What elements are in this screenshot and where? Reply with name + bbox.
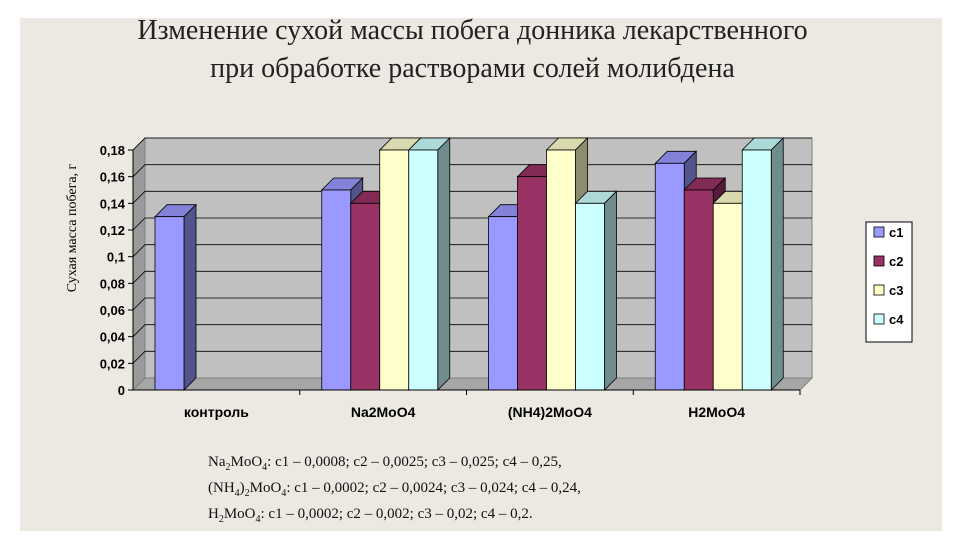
note-text: Na <box>208 454 226 470</box>
legend-label: c4 <box>889 312 904 327</box>
subscript: 2 <box>218 514 224 525</box>
y-tick-label: 0,08 <box>100 276 125 291</box>
gridline <box>132 164 812 177</box>
legend-swatch <box>873 255 885 267</box>
bar-side <box>604 190 617 391</box>
y-tick-label: 0,12 <box>100 223 125 238</box>
note-text: H <box>208 506 219 522</box>
y-tick-label: 0,16 <box>100 170 125 185</box>
bar-front <box>517 176 547 391</box>
bar-side <box>183 203 197 391</box>
note-text: MoO <box>249 480 282 496</box>
bar-front <box>741 149 772 391</box>
subscript: 4 <box>234 488 240 499</box>
legend-swatch <box>873 284 885 296</box>
title-line-2: при обработке растворами солей молибдена <box>210 53 735 84</box>
bar-front <box>154 216 185 391</box>
gridline <box>132 137 812 151</box>
legend: c1 c2 c3 c4 <box>865 221 913 343</box>
note-text: MoO <box>230 454 263 470</box>
x-tick-label: H2MoO4 <box>688 404 745 420</box>
y-tick-label: 0,18 <box>100 143 125 158</box>
bar <box>574 190 618 391</box>
plot-side-wall <box>132 136 146 392</box>
bar-front <box>488 216 518 391</box>
note-text: MoO <box>223 506 256 522</box>
bar-front <box>321 189 352 391</box>
bar-front <box>379 149 410 391</box>
bar-front <box>654 162 685 391</box>
note-text: : c1 – 0,0002; c2 – 0,002; c3 – 0,02; c4… <box>260 506 533 522</box>
title-line-1: Изменение сухой массы побега донника лек… <box>137 15 808 46</box>
note-text: (NH <box>208 480 235 496</box>
y-tick-label: 0 <box>118 383 125 398</box>
subscript: 4 <box>281 488 287 499</box>
chart-title: Изменение сухой массы побега донника лек… <box>0 12 945 88</box>
bar <box>741 137 785 391</box>
bar-front <box>546 149 576 391</box>
subscript: 2 <box>225 462 231 473</box>
legend-label: c1 <box>889 225 903 240</box>
y-tick-label: 0,02 <box>100 356 125 371</box>
subscript: 4 <box>262 462 268 473</box>
y-tick-label: 0,06 <box>100 303 125 318</box>
legend-swatch <box>873 313 885 325</box>
y-tick-label: 0,04 <box>100 330 126 345</box>
bar-side <box>770 137 784 391</box>
x-tick-label: контроль <box>184 404 249 420</box>
bar-front <box>350 202 381 391</box>
bar-front <box>712 202 743 391</box>
bars <box>154 137 785 391</box>
note-line: H2MoO4: c1 – 0,0002; c2 – 0,002; c3 – 0,… <box>208 504 848 530</box>
x-tick-label: Na2MoO4 <box>351 404 416 420</box>
bar-front <box>575 202 605 391</box>
concentration-notes: Na2MoO4: c1 – 0,0008; c2 – 0,0025; c3 – … <box>208 452 848 530</box>
bar-front <box>683 189 714 391</box>
legend-label: c3 <box>889 283 903 298</box>
bar <box>407 137 451 391</box>
legend-label: c2 <box>889 254 903 269</box>
bar-side <box>437 137 451 391</box>
note-text: : c1 – 0,0008; c2 – 0,0025; c3 – 0,025; … <box>267 454 562 470</box>
y-tick-label: 0,14 <box>100 196 126 211</box>
bar-front <box>408 149 439 391</box>
note-line: (NH4)2MoO4: c1 – 0,0002; c2 – 0,0024; c3… <box>208 478 848 504</box>
legend-swatch <box>873 226 885 238</box>
note-text: ) <box>239 480 245 496</box>
y-axis-label: Сухая масса побега, г <box>65 163 80 292</box>
x-tick-label: (NH4)2MoO4 <box>508 404 592 420</box>
note-line: Na2MoO4: c1 – 0,0008; c2 – 0,0025; c3 – … <box>208 452 848 478</box>
axes: 0 0,02 0,04 0,06 0,08 0,1 0,12 0,14 0,16 0,18 Суха… <box>65 143 801 420</box>
subscript: 4 <box>255 514 261 525</box>
bar <box>154 203 197 391</box>
y-tick-label: 0,1 <box>107 250 125 265</box>
note-text: : c1 – 0,0002; c2 – 0,0024; c3 – 0,024; … <box>286 480 581 496</box>
subscript: 2 <box>244 488 250 499</box>
